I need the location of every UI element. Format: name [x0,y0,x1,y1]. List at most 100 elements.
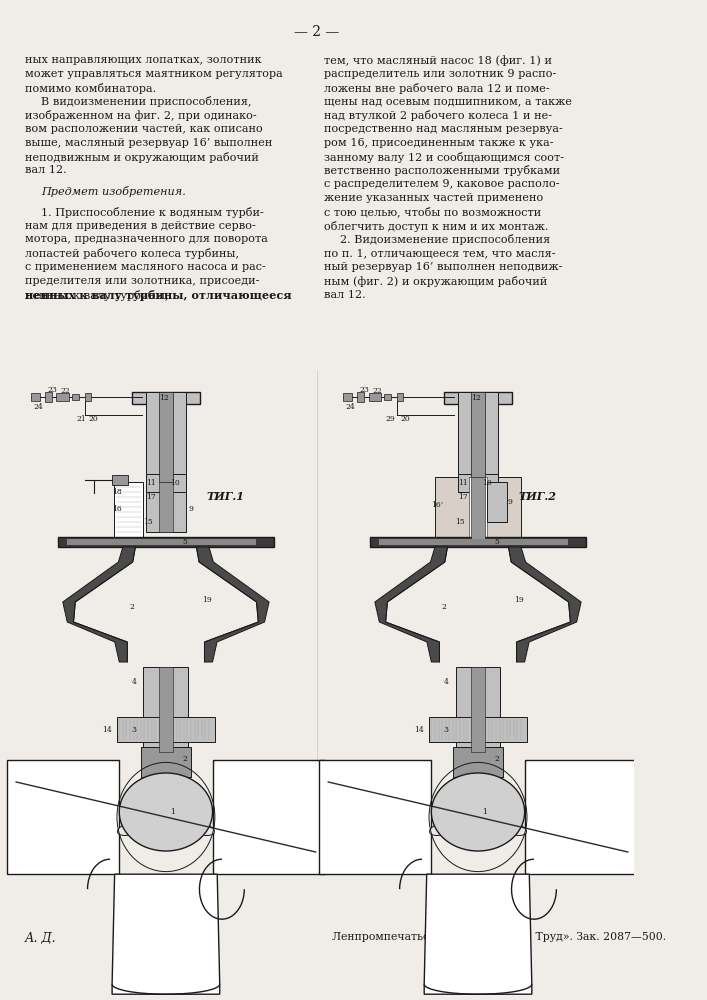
Bar [132,392,200,404]
Bar [213,760,325,874]
Bar [7,760,119,874]
Text: 15: 15 [455,518,465,526]
Text: вал 12.: вал 12. [324,290,366,300]
Text: 1: 1 [170,808,175,816]
Text: 16: 16 [112,505,122,513]
Bar [384,394,391,400]
Text: ΤИГ.2: ΤИГ.2 [518,491,556,502]
Text: 11: 11 [458,479,468,487]
Text: 23: 23 [47,386,57,394]
Text: 2: 2 [182,755,187,763]
Bar [141,747,191,777]
Polygon shape [375,547,448,662]
Bar [444,392,512,404]
Text: 2: 2 [129,603,134,611]
Ellipse shape [182,820,214,835]
Bar [435,477,521,542]
Text: 2. Видоизменение приспособления: 2. Видоизменение приспособления [340,234,550,245]
Bar [453,747,503,777]
Text: по п. 1, отличающееся тем, что масля-: по п. 1, отличающееся тем, что масля- [324,248,555,258]
Ellipse shape [430,820,461,835]
Text: ветственно расположенными трубками: ветственно расположенными трубками [324,165,560,176]
Text: 21: 21 [76,415,86,423]
Bar [86,393,90,401]
Ellipse shape [117,820,149,835]
Polygon shape [63,547,136,662]
Text: тем, что масляный насос 18 (фиг. 1) и: тем, что масляный насос 18 (фиг. 1) и [324,55,551,66]
Bar [57,393,69,401]
Text: 24: 24 [33,403,43,411]
Bar [471,392,485,482]
Text: 1: 1 [482,808,487,816]
Bar [320,760,431,874]
Text: 24: 24 [345,403,355,411]
Bar [159,392,173,482]
Bar [487,482,507,522]
Text: В видоизменении приспособления,: В видоизменении приспособления, [41,96,252,107]
Bar [380,539,568,545]
Text: 20: 20 [401,415,411,423]
Ellipse shape [119,773,213,851]
Bar [471,477,485,542]
Text: 12: 12 [159,394,168,402]
Text: ложены вне рабочего вала 12 и поме-: ложены вне рабочего вала 12 и поме- [324,83,549,94]
Text: 19: 19 [514,596,524,604]
Bar [428,717,527,742]
Bar [159,482,173,532]
Text: 4: 4 [132,678,136,686]
Text: ненных к валу турбины,: ненных к валу турбины, [25,290,173,301]
Text: 9: 9 [508,498,513,506]
Text: ненных к валу турбины, отличающееся: ненных к валу турбины, отличающееся [25,290,292,301]
Text: вом расположении частей, как описано: вом расположении частей, как описано [25,124,263,134]
Text: 3: 3 [443,726,448,734]
Bar [458,392,498,477]
Text: распределитель или золотник 9 распо-: распределитель или золотник 9 распо- [324,69,556,79]
Bar [114,482,143,537]
Text: изображенном на фиг. 2, при одинако-: изображенном на фиг. 2, при одинако- [25,110,257,121]
Polygon shape [424,874,532,994]
Bar [525,760,637,874]
Text: мотора, предназначенного для поворота: мотора, предназначенного для поворота [25,234,268,244]
Bar [58,537,274,547]
Text: 17: 17 [146,493,156,501]
Bar [370,537,585,547]
Polygon shape [112,874,220,994]
Text: 29: 29 [385,415,395,423]
Text: ный резервуар 16’ выполнен неподвиж-: ный резервуар 16’ выполнен неподвиж- [324,262,562,272]
Polygon shape [508,547,581,662]
Text: может управляться маятником регулятора: может управляться маятником регулятора [25,69,283,79]
Text: 10: 10 [482,479,492,487]
Bar [159,667,173,752]
Bar [368,393,381,401]
Text: Ленпромпечатьсоюз. Тип. «Печат. Труд». Зак. 2087—500.: Ленпромпечатьсоюз. Тип. «Печат. Труд». З… [332,932,666,942]
Polygon shape [197,547,269,662]
Text: над втулкой 2 рабочего колеса 1 и не-: над втулкой 2 рабочего колеса 1 и не- [324,110,551,121]
Text: 1. Приспособление к водяным турби-: 1. Приспособление к водяным турби- [41,207,264,218]
Bar [112,475,128,485]
Text: 15: 15 [144,518,153,526]
Text: 2: 2 [494,755,499,763]
Text: щены над осевым подшипником, а также: щены над осевым подшипником, а также [324,96,572,106]
Text: 5: 5 [182,538,187,546]
Text: 12: 12 [471,394,481,402]
Text: с применением масляного насоса и рас-: с применением масляного насоса и рас- [25,262,266,272]
Text: 19: 19 [201,596,211,604]
Text: 22: 22 [372,387,382,395]
Text: нам для приведения в действие серво-: нам для приведения в действие серво- [25,221,256,231]
Text: ным (фиг. 2) и окружающим рабочий: ным (фиг. 2) и окружающим рабочий [324,276,547,287]
Text: ных направляющих лопатках, золотник: ных направляющих лопатках, золотник [25,55,262,65]
Text: 14: 14 [414,726,424,734]
Bar [357,392,364,402]
Text: неподвижным и окружающим рабочий: неподвижным и окружающим рабочий [25,152,259,163]
Bar [344,393,353,401]
Text: 23: 23 [360,386,370,394]
Text: 20: 20 [89,415,98,423]
Bar [458,474,498,492]
Text: жение указанных частей применено: жение указанных частей применено [324,193,543,203]
Text: облегчить доступ к ним и их монтаж.: облегчить доступ к ним и их монтаж. [324,221,548,232]
Text: занному валу 12 и сообщающимся соот-: занному валу 12 и сообщающимся соот- [324,152,563,163]
Bar [144,667,188,747]
Text: 10: 10 [170,479,180,487]
Bar [45,392,52,402]
Bar [469,477,487,542]
